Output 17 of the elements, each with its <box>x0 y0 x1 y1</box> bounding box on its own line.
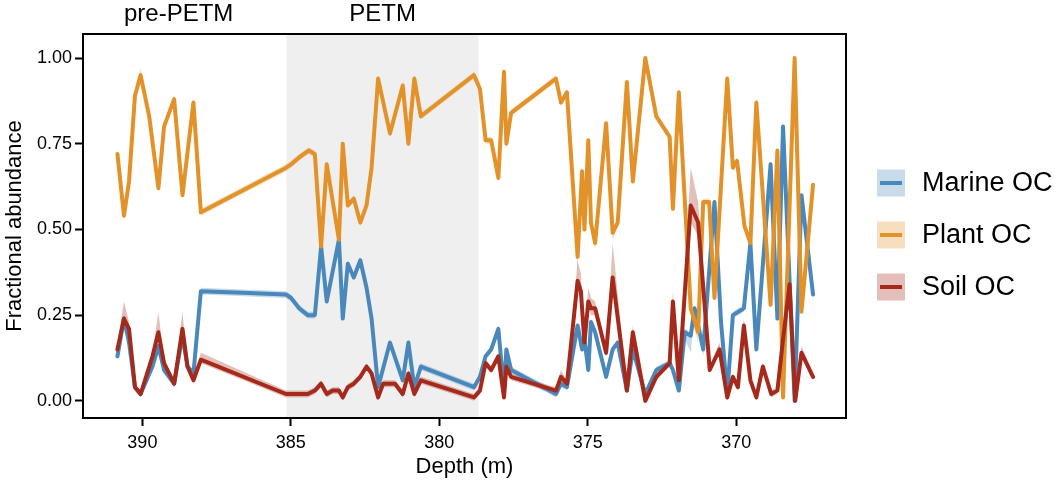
text: pre-PETM <box>124 0 234 26</box>
y-tick-label: 0.00 <box>36 389 72 410</box>
x-axis-title: Depth (m) <box>415 452 514 478</box>
y-tick-label: 0.50 <box>36 218 72 239</box>
x-tick-label: 380 <box>424 431 455 452</box>
x-tick-label: 385 <box>275 431 306 452</box>
y-tick-label: 0.75 <box>36 132 72 153</box>
x-tick-label: 390 <box>127 431 158 452</box>
x-tick-label: 375 <box>572 431 603 452</box>
y-tick-label: 0.25 <box>36 304 72 325</box>
legend-label: Plant OC <box>922 219 1032 250</box>
y-axis-title: Fractional abundance <box>1 120 27 332</box>
legend-label: Marine OC <box>922 167 1053 198</box>
y-tick-label: 1.00 <box>36 46 72 67</box>
legend-label: Soil OC <box>922 271 1016 302</box>
band-label: PETM <box>349 0 416 26</box>
x-tick-label: 370 <box>721 431 752 452</box>
